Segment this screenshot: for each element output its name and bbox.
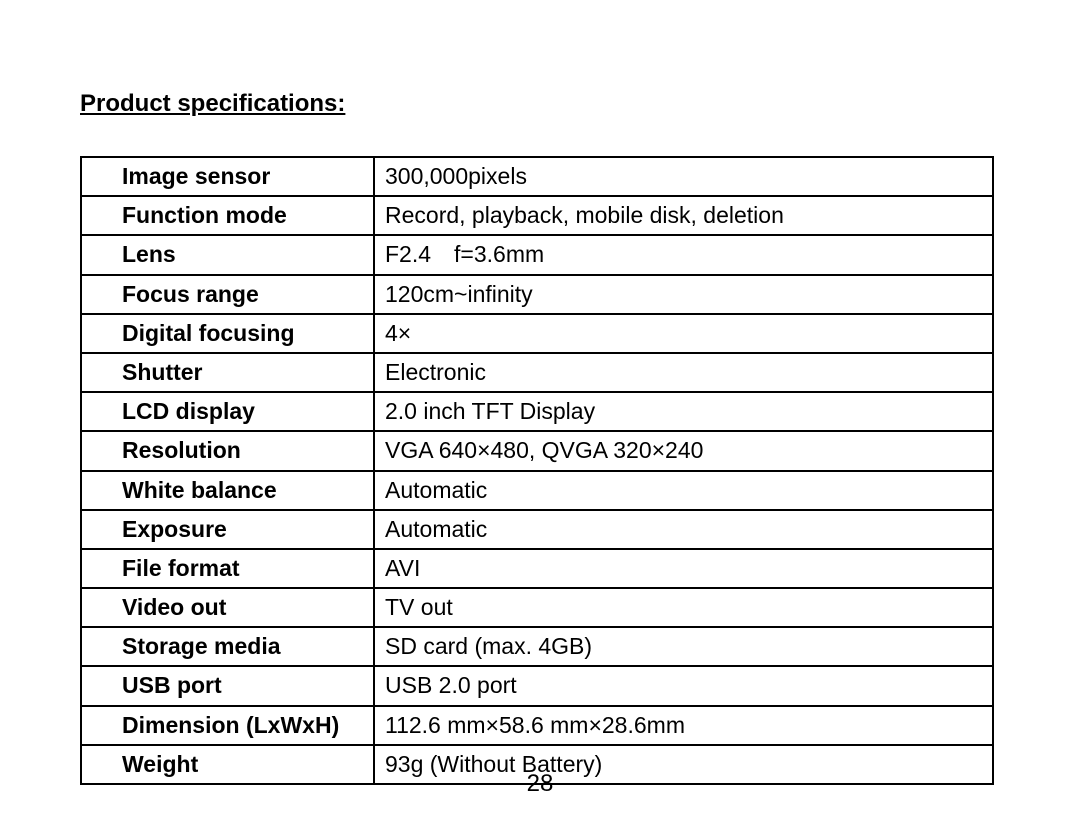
spec-label: File format [81,549,374,588]
table-row: LCD display 2.0 inch TFT Display [81,392,993,431]
spec-value: 2.0 inch TFT Display [374,392,993,431]
table-row: Dimension (LxWxH) 112.6 mm×58.6 mm×28.6m… [81,706,993,745]
spec-label: Storage media [81,627,374,666]
table-row: Resolution VGA 640×480, QVGA 320×240 [81,431,993,470]
spec-value: F2.4 f=3.6mm [374,235,993,274]
spec-label: Resolution [81,431,374,470]
spec-value: 112.6 mm×58.6 mm×28.6mm [374,706,993,745]
table-row: Shutter Electronic [81,353,993,392]
table-row: Video out TV out [81,588,993,627]
spec-label: Exposure [81,510,374,549]
document-page: Product specifications: Image sensor 300… [0,0,1080,834]
spec-value: Electronic [374,353,993,392]
table-row: Lens F2.4 f=3.6mm [81,235,993,274]
spec-value: Record, playback, mobile disk, deletion [374,196,993,235]
spec-label: Image sensor [81,157,374,196]
spec-value: 120cm~infinity [374,275,993,314]
table-row: Image sensor 300,000pixels [81,157,993,196]
spec-label: Dimension (LxWxH) [81,706,374,745]
spec-value: Automatic [374,510,993,549]
spec-value: VGA 640×480, QVGA 320×240 [374,431,993,470]
table-row: Focus range 120cm~infinity [81,275,993,314]
spec-value: 4× [374,314,993,353]
table-row: Function mode Record, playback, mobile d… [81,196,993,235]
spec-value: 300,000pixels [374,157,993,196]
spec-label: Focus range [81,275,374,314]
table-row: Storage media SD card (max. 4GB) [81,627,993,666]
spec-table: Image sensor 300,000pixels Function mode… [80,156,994,785]
spec-label: Digital focusing [81,314,374,353]
table-row: Digital focusing 4× [81,314,993,353]
spec-label: Lens [81,235,374,274]
spec-label: LCD display [81,392,374,431]
spec-label: Shutter [81,353,374,392]
table-row: Exposure Automatic [81,510,993,549]
spec-label: Function mode [81,196,374,235]
spec-value: USB 2.0 port [374,666,993,705]
table-row: White balance Automatic [81,471,993,510]
table-row: File format AVI [81,549,993,588]
spec-value: SD card (max. 4GB) [374,627,993,666]
spec-label: White balance [81,471,374,510]
spec-value: Automatic [374,471,993,510]
page-number: 28 [0,770,1080,798]
spec-value: AVI [374,549,993,588]
spec-label: Video out [81,588,374,627]
spec-label: USB port [81,666,374,705]
spec-value: TV out [374,588,993,627]
spec-table-body: Image sensor 300,000pixels Function mode… [81,157,993,784]
table-row: USB port USB 2.0 port [81,666,993,705]
section-title: Product specifications: [80,90,1000,118]
